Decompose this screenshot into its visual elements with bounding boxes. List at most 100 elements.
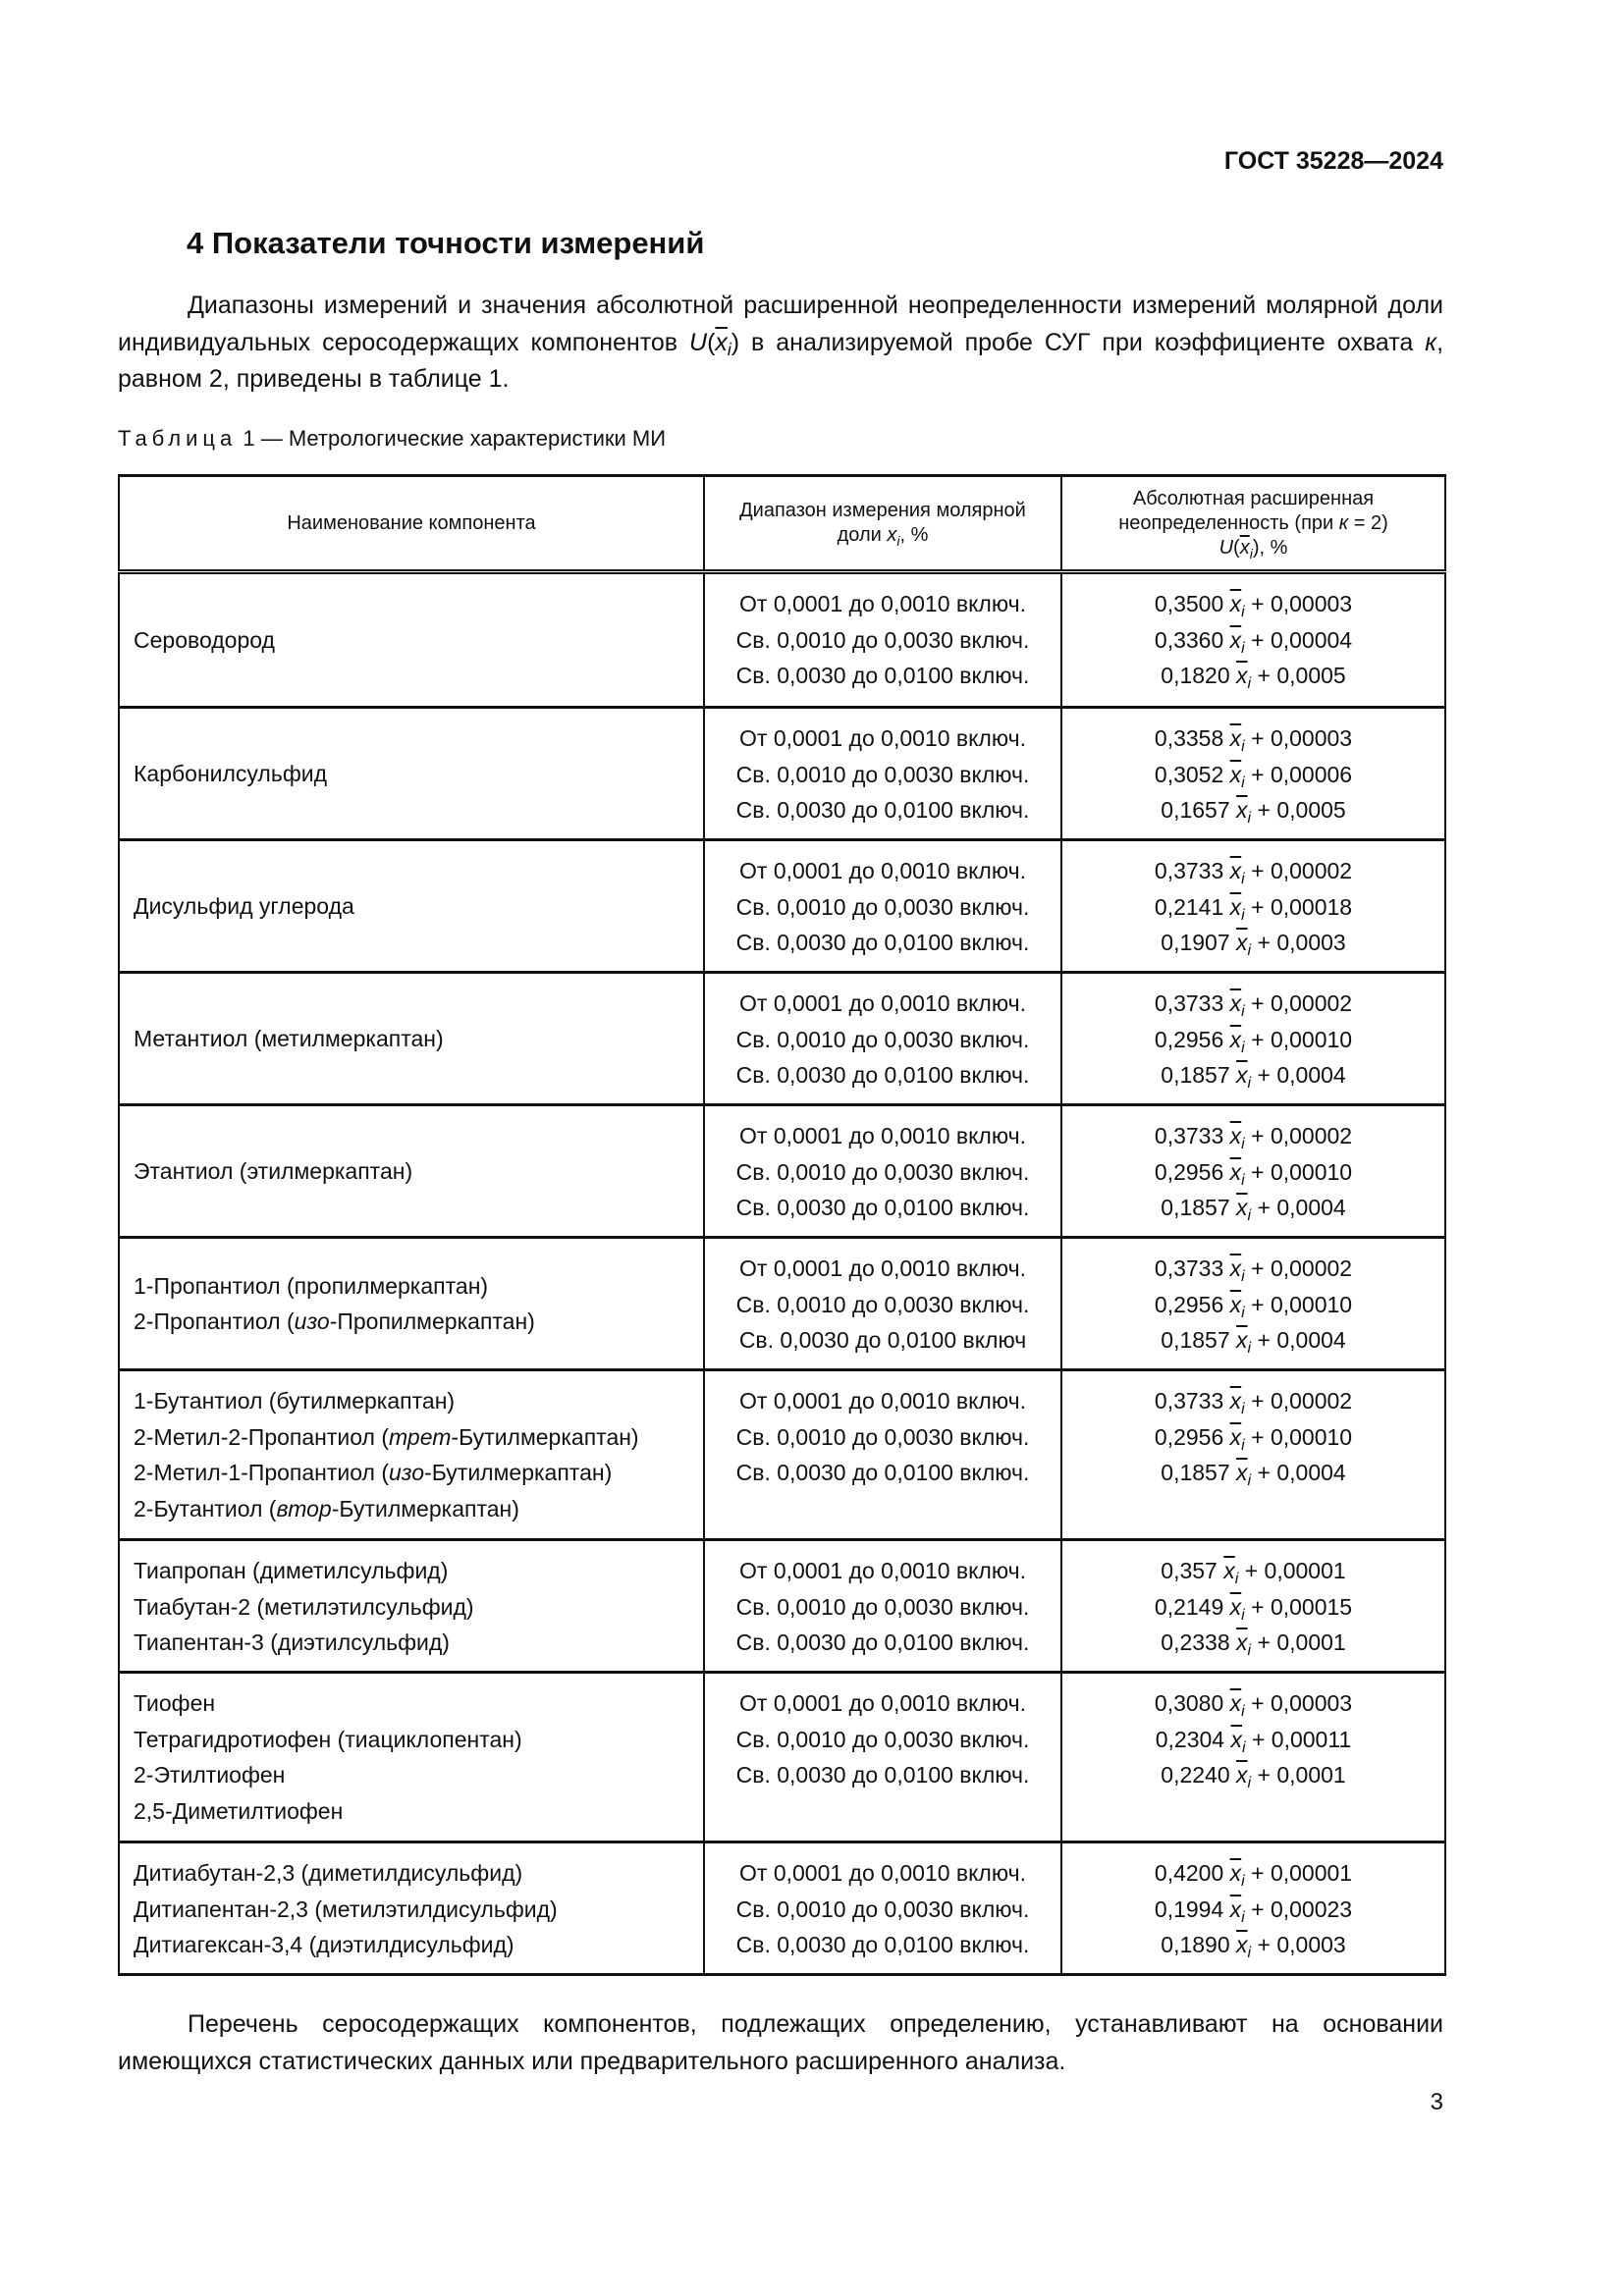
uncertainty-formula: 0,1890 xi + 0,0003: [1161, 1932, 1346, 1961]
table-row: Метантиол (метилмеркаптан) От 0,0001 до 0…: [118, 971, 1446, 1106]
component-name: Дитиагексан-3,4 (диэтилдисульфид): [134, 1932, 514, 1957]
uncertainty-formula: 0,2956 xi + 0,00010: [1154, 1423, 1353, 1454]
range-value: Св. 0,0010 до 0,0030 включ.: [735, 761, 1030, 787]
table-row: Дисульфид углерода От 0,0001 до 0,0010 вк…: [118, 838, 1446, 974]
uncertainty-formula: 0,1857 xi + 0,0004: [1161, 1195, 1346, 1224]
header-name: Наименование компонента: [118, 474, 705, 574]
header-range: Диапазон измерения молярной доли xi, %: [703, 474, 1062, 574]
range-value: Св. 0,0010 до 0,0030 включ.: [735, 1026, 1030, 1052]
range-value: Св. 0,0030 до 0,0100 включ.: [735, 1460, 1030, 1485]
uncertainty-formula: 0,1907 xi + 0,0003: [1161, 930, 1346, 959]
range-value: Св. 0,0010 до 0,0030 включ.: [735, 1291, 1030, 1317]
range-value: Св. 0,0030 до 0,0100 включ.: [735, 1629, 1030, 1655]
table-row: 1-Бутантиол (бутилмеркаптан) 2-Метил-2-Пр…: [118, 1368, 1446, 1541]
uncertainty-formula: 0,1820 xi + 0,0005: [1161, 663, 1346, 692]
table-row: Карбонилсульфид От 0,0001 до 0,0010 включ…: [118, 706, 1446, 841]
range-value: От 0,0001 до 0,0010 включ.: [739, 1123, 1026, 1148]
uncertainty-cell: 0,3733 xi + 0,00002 0,2956 xi + 0,00010 0,…: [1060, 1368, 1446, 1541]
component-name-cell: 1-Бутантиол (бутилмеркаптан) 2-Метил-2-Пр…: [118, 1368, 705, 1541]
component-name: Тиапентан-3 (диэтилсульфид): [134, 1629, 450, 1655]
range-value: Св. 0,0030 до 0,0100 включ.: [735, 1762, 1030, 1788]
range-cell: От 0,0001 до 0,0010 включ. Св. 0,0010 до …: [703, 706, 1062, 841]
range-cell: От 0,0001 до 0,0010 включ. Св. 0,0010 до …: [703, 1841, 1062, 1976]
uncertainty-formula: 0,3500 xi + 0,00003: [1154, 591, 1353, 620]
range-value: Св. 0,0010 до 0,0030 включ.: [735, 1726, 1030, 1752]
component-name: Тиабутан-2 (метилэтилсульфид): [134, 1593, 474, 1620]
component-name-cell: Дисульфид углерода: [118, 838, 705, 974]
component-name-cell: 1-Пропантиол (пропилмеркаптан) 2-Пропанти…: [118, 1236, 705, 1371]
component-name: Сероводород: [134, 626, 275, 653]
table-row: Сероводород От 0,0001 до 0,0010 включ. Св.…: [118, 570, 1446, 709]
range-value: От 0,0001 до 0,0010 включ.: [739, 725, 1026, 751]
component-name: 2-Метил-1-Пропантиол (изо-Бутилмеркаптан…: [134, 1460, 613, 1485]
uncertainty-cell: 0,3500 xi + 0,00003 0,3360 xi + 0,00004 0,…: [1060, 570, 1446, 709]
range-value: Св. 0,0010 до 0,0030 включ.: [735, 893, 1030, 920]
component-name-cell: Карбонилсульфид: [118, 706, 705, 841]
range-value: От 0,0001 до 0,0010 включ.: [739, 1690, 1026, 1716]
metrology-table: Наименование компонента Диапазон измерен…: [118, 474, 1446, 1976]
component-name: 1-Пропантиол (пропилмеркаптан): [134, 1272, 489, 1299]
table-caption: Таблица 1 — Метрологические характеристи…: [118, 426, 666, 452]
range-cell: От 0,0001 до 0,0010 включ. Св. 0,0010 до …: [703, 570, 1062, 709]
range-value: Св. 0,0030 до 0,0100 включ.: [735, 930, 1030, 955]
uncertainty-formula: 0,2956 xi + 0,00010: [1154, 1026, 1353, 1056]
range-value: Св. 0,0010 до 0,0030 включ.: [735, 1158, 1030, 1185]
range-value: Св. 0,0030 до 0,0100 включ: [738, 1327, 1027, 1353]
component-name: Метантиол (метилмеркаптан): [134, 1025, 444, 1051]
component-name-cell: Дитиабутан-2,3 (диметилдисульфид) Дитиапе…: [118, 1841, 705, 1976]
uncertainty-formula: 0,2141 xi + 0,00018: [1154, 893, 1353, 924]
component-name-cell: Тиофен Тетрагидротиофен (тиациклопентан) 2…: [118, 1671, 705, 1843]
component-name: 2-Этилтиофен: [134, 1762, 286, 1788]
uncertainty-formula: 0,3733 xi + 0,00002: [1154, 990, 1353, 1020]
table-row: 1-Пропантиол (пропилмеркаптан) 2-Пропанти…: [118, 1236, 1446, 1371]
closing-paragraph: Перечень серосодержащих компонентов, под…: [118, 2010, 1443, 2075]
uncertainty-formula: 0,3733 xi + 0,00002: [1154, 1388, 1353, 1417]
uncertainty-formula: 0,3733 xi + 0,00002: [1154, 1255, 1353, 1285]
component-name: 2-Пропантиол (изо-Пропилмеркаптан): [134, 1308, 535, 1334]
uncertainty-cell: 0,3358 xi + 0,00003 0,3052 xi + 0,00006 0,…: [1060, 706, 1446, 841]
intro-text-2: в анализируемой пробе СУГ при коэффициен…: [739, 328, 1426, 356]
uncertainty-formula: 0,4200 xi + 0,00001: [1154, 1860, 1353, 1890]
range-cell: От 0,0001 до 0,0010 включ. Св. 0,0010 до …: [703, 1368, 1062, 1541]
uncertainty-formula: 0,357 xi + 0,00001: [1161, 1558, 1346, 1587]
uncertainty-formula: 0,2338 xi + 0,0001: [1161, 1629, 1346, 1659]
range-value: От 0,0001 до 0,0010 включ.: [739, 858, 1026, 883]
page-number: 3: [1430, 2089, 1443, 2115]
range-cell: От 0,0001 до 0,0010 включ. Св. 0,0010 до …: [703, 838, 1062, 974]
uncertainty-formula: 0,3358 xi + 0,00003: [1154, 725, 1353, 755]
range-value: От 0,0001 до 0,0010 включ.: [739, 1558, 1026, 1583]
range-value: Св. 0,0030 до 0,0100 включ.: [735, 797, 1030, 823]
component-name: 1-Бутантиол (бутилмеркаптан): [134, 1388, 456, 1414]
uncertainty-formula: 0,3080 xi + 0,00003: [1154, 1690, 1353, 1720]
intro-paragraph: Диапазоны измерений и значения абсолютно…: [118, 292, 1444, 394]
k-symbol: к: [1425, 328, 1437, 356]
uncertainty-cell: 0,3733 xi + 0,00002 0,2956 xi + 0,00010 0,…: [1060, 1236, 1446, 1371]
range-value: От 0,0001 до 0,0010 включ.: [739, 990, 1026, 1016]
component-name: Тиофен: [134, 1690, 216, 1716]
uncertainty-formula: 0,1657 xi + 0,0005: [1161, 797, 1346, 827]
uncertainty-formula: 0,3052 xi + 0,00006: [1154, 761, 1353, 791]
uncertainty-formula: 0,1994 xi + 0,00023: [1154, 1896, 1353, 1926]
component-name: Тетрагидротиофен (тиациклопентан): [134, 1726, 522, 1752]
component-name: Дитиапентан-2,3 (метилэтилдисульфид): [134, 1896, 558, 1922]
component-name-cell: Метантиол (метилмеркаптан): [118, 971, 705, 1106]
table-row: Дитиабутан-2,3 (диметилдисульфид) Дитиапе…: [118, 1841, 1446, 1976]
range-value: Св. 0,0030 до 0,0100 включ.: [735, 663, 1030, 688]
component-name-cell: Этантиол (этилмеркаптан): [118, 1103, 705, 1239]
uncertainty-cell: 0,3733 xi + 0,00002 0,2141 xi + 0,00018 0,…: [1060, 838, 1446, 974]
range-value: От 0,0001 до 0,0010 включ.: [739, 591, 1026, 616]
range-value: Св. 0,0010 до 0,0030 включ.: [735, 1593, 1030, 1620]
range-value: Св. 0,0030 до 0,0100 включ.: [735, 1932, 1030, 1957]
range-cell: От 0,0001 до 0,0010 включ. Св. 0,0010 до …: [703, 971, 1062, 1106]
component-name: Дисульфид углерода: [134, 892, 354, 919]
component-name: Дитиабутан-2,3 (диметилдисульфид): [134, 1860, 523, 1886]
uncertainty-cell: 0,3080 xi + 0,00003 0,2304 xi + 0,00011 0,…: [1060, 1671, 1446, 1843]
uncertainty-formula: 0,3360 xi + 0,00004: [1154, 626, 1353, 657]
component-name: 2-Бутантиол (втор-Бутилмеркаптан): [134, 1495, 519, 1522]
uncertainty-formula: 0,2240 xi + 0,0001: [1161, 1762, 1346, 1791]
component-name: 2,5-Диметилтиофен: [134, 1797, 344, 1824]
range-cell: От 0,0001 до 0,0010 включ. Св. 0,0010 до …: [703, 1103, 1062, 1239]
sub-i: i: [727, 339, 731, 359]
range-value: От 0,0001 до 0,0010 включ.: [739, 1388, 1026, 1414]
component-name-cell: Тиапропан (диметилсульфид) Тиабутан-2 (ме…: [118, 1538, 705, 1674]
